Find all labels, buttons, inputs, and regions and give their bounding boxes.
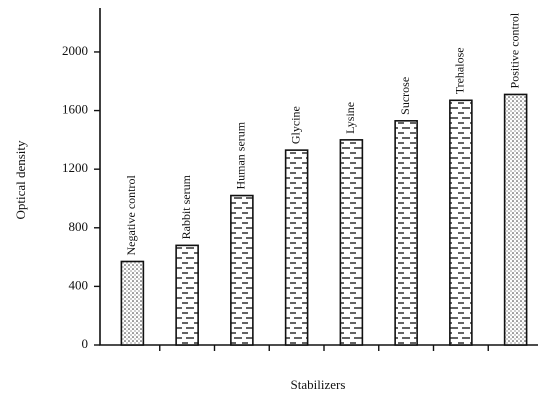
y-axis-label: Optical density [13, 140, 28, 220]
category-label: Trehalose [453, 47, 467, 94]
category-label: Glycine [288, 106, 302, 144]
y-tick-label: 1200 [62, 160, 88, 175]
category-label: Human serum [234, 121, 248, 189]
bar [120, 260, 145, 346]
y-tick-label: 400 [69, 277, 89, 292]
y-tick-label: 2000 [62, 43, 88, 58]
bar [449, 99, 473, 346]
bar [175, 244, 199, 346]
category-label: Positive control [507, 12, 521, 88]
bar [284, 149, 309, 346]
category-label: Rabbit serum [179, 174, 193, 239]
category-label: Lysine [343, 102, 357, 134]
bar [339, 139, 364, 346]
y-tick-label: 1600 [62, 102, 88, 117]
category-label: Sucrose [398, 77, 412, 115]
bar [503, 93, 528, 346]
x-axis-label: Stabilizers [291, 377, 346, 392]
category-label: Negative control [124, 175, 138, 256]
y-tick-label: 0 [82, 336, 89, 351]
y-tick-label: 800 [69, 219, 89, 234]
bar [394, 120, 418, 346]
bar [230, 194, 254, 346]
